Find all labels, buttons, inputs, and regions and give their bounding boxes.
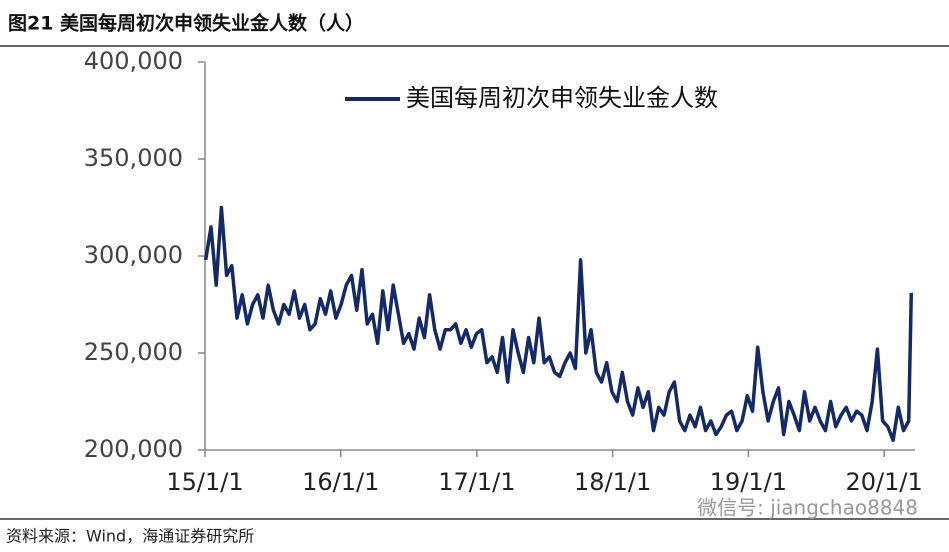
y-tick-label: 250,000 [84, 338, 183, 366]
x-tick-label: 15/1/1 [166, 468, 243, 496]
y-tick-label: 350,000 [84, 144, 183, 172]
x-tick-label: 17/1/1 [438, 468, 515, 496]
watermark: 微信号: jiangchao8848 [697, 496, 918, 520]
legend-label: 美国每周初次申领失业金人数 [406, 84, 718, 112]
x-tick-label: 18/1/1 [574, 468, 651, 496]
y-tick-label: 400,000 [84, 47, 183, 75]
series-line [203, 205, 914, 443]
x-tick-label: 20/1/1 [846, 468, 923, 496]
chart-title: 图21 美国每周初次申领失业金人数（人） [8, 12, 364, 35]
y-tick-label: 200,000 [84, 435, 183, 463]
x-tick-label: 19/1/1 [710, 468, 787, 496]
x-tick-label: 16/1/1 [302, 468, 379, 496]
source: 资料来源：Wind，海通证券研究所 [6, 527, 254, 546]
y-tick-label: 300,000 [84, 241, 183, 269]
